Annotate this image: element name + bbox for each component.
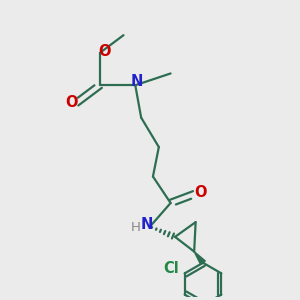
Text: Cl: Cl	[164, 262, 179, 277]
Polygon shape	[194, 252, 205, 265]
Text: N: N	[140, 217, 153, 232]
Text: O: O	[98, 44, 111, 59]
Text: O: O	[194, 185, 207, 200]
Text: N: N	[130, 74, 143, 89]
Text: O: O	[65, 95, 77, 110]
Text: H: H	[131, 220, 141, 234]
